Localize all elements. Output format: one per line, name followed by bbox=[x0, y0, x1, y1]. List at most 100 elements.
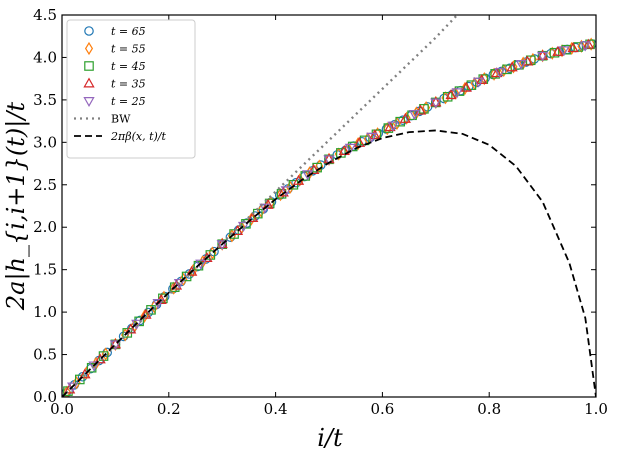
y-tick-label: 0.5 bbox=[33, 346, 57, 364]
data-point bbox=[536, 51, 549, 62]
data-point bbox=[286, 180, 295, 194]
data-point bbox=[338, 145, 350, 156]
data-point bbox=[472, 77, 485, 88]
data-point bbox=[237, 221, 250, 232]
bw-line bbox=[62, 15, 459, 397]
data-point bbox=[384, 121, 396, 132]
data-point bbox=[170, 279, 183, 290]
data-point bbox=[430, 96, 442, 107]
data-point bbox=[146, 305, 156, 315]
data-point bbox=[445, 89, 457, 100]
legend-entry: BW bbox=[74, 113, 131, 126]
y-tick-label: 1.5 bbox=[33, 261, 57, 279]
data-point bbox=[557, 44, 567, 58]
data-point bbox=[125, 323, 137, 334]
data-point bbox=[558, 46, 570, 57]
data-point bbox=[79, 368, 91, 379]
series-35 bbox=[63, 38, 595, 394]
x-tick-label: 0.8 bbox=[477, 400, 501, 418]
data-point bbox=[344, 143, 357, 154]
data-point bbox=[201, 251, 213, 262]
data-point bbox=[62, 385, 71, 397]
data-point bbox=[308, 163, 320, 174]
data-point bbox=[408, 110, 421, 121]
data-point bbox=[582, 38, 595, 49]
data-point bbox=[216, 238, 228, 249]
data-point bbox=[451, 88, 463, 99]
y-tick-label: 2.0 bbox=[33, 218, 57, 236]
legend-label: 2πβ(x, t)/t bbox=[110, 130, 166, 143]
legend-marker bbox=[83, 97, 95, 108]
y-tick-label: 4.5 bbox=[33, 6, 57, 24]
legend-entry: 2πβ(x, t)/t bbox=[74, 130, 166, 143]
data-point bbox=[491, 67, 503, 78]
data-point bbox=[414, 104, 427, 115]
x-axis-label: i/t bbox=[317, 424, 343, 452]
data-point bbox=[291, 177, 301, 188]
data-point bbox=[552, 45, 564, 56]
data-point bbox=[67, 382, 79, 393]
data-point bbox=[399, 112, 411, 123]
plot-frame bbox=[61, 14, 597, 398]
legend: t = 65 t = 55 t = 45 t = 35 t = 25 BW 2πβ(x, t… bbox=[66, 19, 196, 159]
data-point bbox=[173, 278, 186, 289]
legend-entry: t = 55 bbox=[84, 41, 146, 56]
data-point bbox=[109, 338, 122, 349]
data-point bbox=[152, 298, 164, 309]
y-tick-label: 2.5 bbox=[33, 176, 57, 194]
x-tick-label: 0.4 bbox=[264, 400, 288, 418]
y-tick-label: 1.0 bbox=[33, 303, 57, 321]
data-point bbox=[536, 49, 549, 60]
y-tick-label: 4.0 bbox=[33, 48, 57, 66]
data-point bbox=[460, 81, 472, 92]
data-point bbox=[549, 47, 560, 58]
legend-label: t = 35 bbox=[111, 78, 146, 91]
data-point bbox=[259, 203, 271, 214]
data-point bbox=[134, 316, 144, 327]
data-point bbox=[181, 271, 192, 282]
legend-marker bbox=[84, 41, 94, 56]
legend-entry: t = 65 bbox=[84, 25, 146, 38]
x-tick-label: 0.2 bbox=[157, 400, 181, 418]
beta-line bbox=[62, 129, 596, 397]
data-point bbox=[216, 240, 228, 251]
y-tick-label: 0.0 bbox=[33, 388, 57, 406]
data-point bbox=[475, 73, 488, 84]
data-point bbox=[74, 374, 85, 385]
legend-label: t = 55 bbox=[111, 43, 146, 56]
legend-marker bbox=[83, 77, 95, 88]
data-point bbox=[430, 98, 442, 109]
data-point bbox=[186, 265, 198, 276]
legend-marker bbox=[84, 61, 94, 71]
legend-label: t = 45 bbox=[111, 60, 146, 73]
data-point bbox=[184, 269, 195, 279]
data-point bbox=[366, 132, 378, 143]
data-point bbox=[280, 186, 292, 197]
y-tick-label: 3.5 bbox=[33, 91, 57, 109]
legend-marker bbox=[84, 26, 94, 36]
data-point bbox=[561, 44, 572, 55]
legend-entry: t = 35 bbox=[83, 77, 146, 91]
data-point bbox=[515, 59, 527, 70]
y-axis-label: 2a|h_{i,i+1}(t)|/t bbox=[2, 102, 31, 312]
legend-label: t = 65 bbox=[111, 25, 146, 38]
data-point bbox=[579, 41, 591, 52]
data-point bbox=[567, 42, 579, 53]
data-point bbox=[241, 219, 251, 229]
data-point bbox=[383, 122, 392, 136]
legend-entry: t = 25 bbox=[83, 95, 146, 108]
data-point bbox=[489, 67, 499, 81]
data-point bbox=[502, 64, 512, 75]
data-point bbox=[158, 293, 168, 304]
legend-entry: t = 45 bbox=[84, 60, 146, 73]
data-point bbox=[442, 91, 453, 102]
data-point bbox=[140, 308, 152, 319]
data-point bbox=[276, 188, 285, 202]
legend-frame bbox=[66, 19, 196, 159]
x-tick-label: 0.0 bbox=[50, 400, 74, 418]
data-point bbox=[387, 121, 399, 132]
data-point bbox=[247, 211, 259, 222]
data-point bbox=[383, 123, 394, 133]
x-tick-label: 1.0 bbox=[584, 400, 608, 418]
